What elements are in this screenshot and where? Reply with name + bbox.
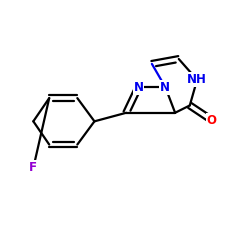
Text: N: N (160, 80, 170, 94)
Text: F: F (29, 161, 37, 174)
Text: NH: NH (187, 73, 207, 86)
Text: O: O (207, 114, 217, 126)
Text: N: N (134, 80, 143, 94)
